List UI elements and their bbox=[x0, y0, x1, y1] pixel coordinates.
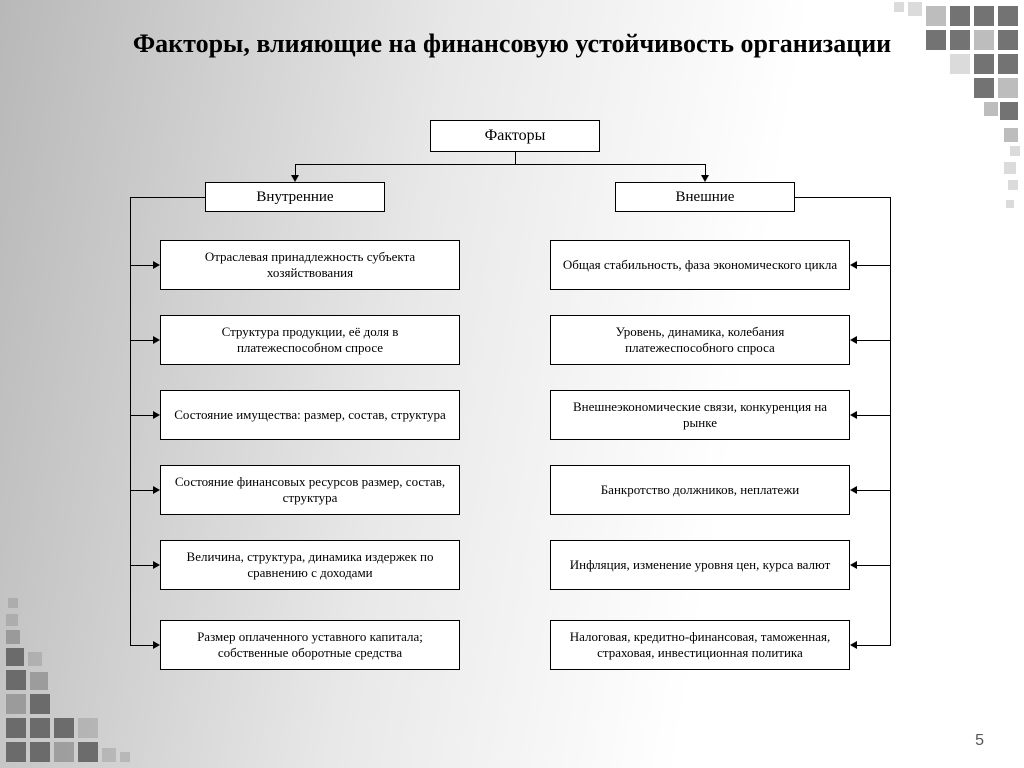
category-external-box: Внешние bbox=[615, 182, 795, 212]
page-number: 5 bbox=[975, 732, 984, 750]
left-item-1-label: Структура продукции, её доля в платежесп… bbox=[171, 324, 449, 355]
left-item-3: Состояние финансовых ресурсов размер, со… bbox=[160, 465, 460, 515]
category-internal-box: Внутренние bbox=[205, 182, 385, 212]
left-item-1: Структура продукции, её доля в платежесп… bbox=[160, 315, 460, 365]
left-item-5: Размер оплаченного уставного капитала; с… bbox=[160, 620, 460, 670]
right-item-3: Банкротство должников, неплатежи bbox=[550, 465, 850, 515]
factors-diagram: Факторы Внутренние Внешние Отраслевая пр… bbox=[60, 120, 964, 738]
right-item-4-label: Инфляция, изменение уровня цен, курса ва… bbox=[570, 557, 831, 573]
root-label: Факторы bbox=[485, 126, 546, 145]
left-item-4: Величина, структура, динамика издержек п… bbox=[160, 540, 460, 590]
left-item-0: Отраслевая принадлежность субъекта хозяй… bbox=[160, 240, 460, 290]
root-box: Факторы bbox=[430, 120, 600, 152]
right-item-4: Инфляция, изменение уровня цен, курса ва… bbox=[550, 540, 850, 590]
right-item-1-label: Уровень, динамика, колебания платежеспос… bbox=[561, 324, 839, 355]
right-item-0-label: Общая стабильность, фаза экономического … bbox=[563, 257, 837, 273]
right-item-1: Уровень, динамика, колебания платежеспос… bbox=[550, 315, 850, 365]
right-item-5: Налоговая, кредитно-финансовая, таможенн… bbox=[550, 620, 850, 670]
right-item-0: Общая стабильность, фаза экономического … bbox=[550, 240, 850, 290]
left-item-4-label: Величина, структура, динамика издержек п… bbox=[171, 549, 449, 580]
left-item-2: Состояние имущества: размер, состав, стр… bbox=[160, 390, 460, 440]
left-item-3-label: Состояние финансовых ресурсов размер, со… bbox=[171, 474, 449, 505]
slide-title: Факторы, влияющие на финансовую устойчив… bbox=[0, 28, 1024, 61]
left-item-5-label: Размер оплаченного уставного капитала; с… bbox=[171, 629, 449, 660]
right-item-2: Внешнеэкономические связи, конкуренция н… bbox=[550, 390, 850, 440]
right-item-5-label: Налоговая, кредитно-финансовая, таможенн… bbox=[561, 629, 839, 660]
category-internal-label: Внутренние bbox=[256, 188, 333, 206]
category-external-label: Внешние bbox=[676, 188, 735, 206]
right-item-3-label: Банкротство должников, неплатежи bbox=[601, 482, 800, 498]
left-item-2-label: Состояние имущества: размер, состав, стр… bbox=[174, 407, 445, 423]
right-item-2-label: Внешнеэкономические связи, конкуренция н… bbox=[561, 399, 839, 430]
left-item-0-label: Отраслевая принадлежность субъекта хозяй… bbox=[171, 249, 449, 280]
